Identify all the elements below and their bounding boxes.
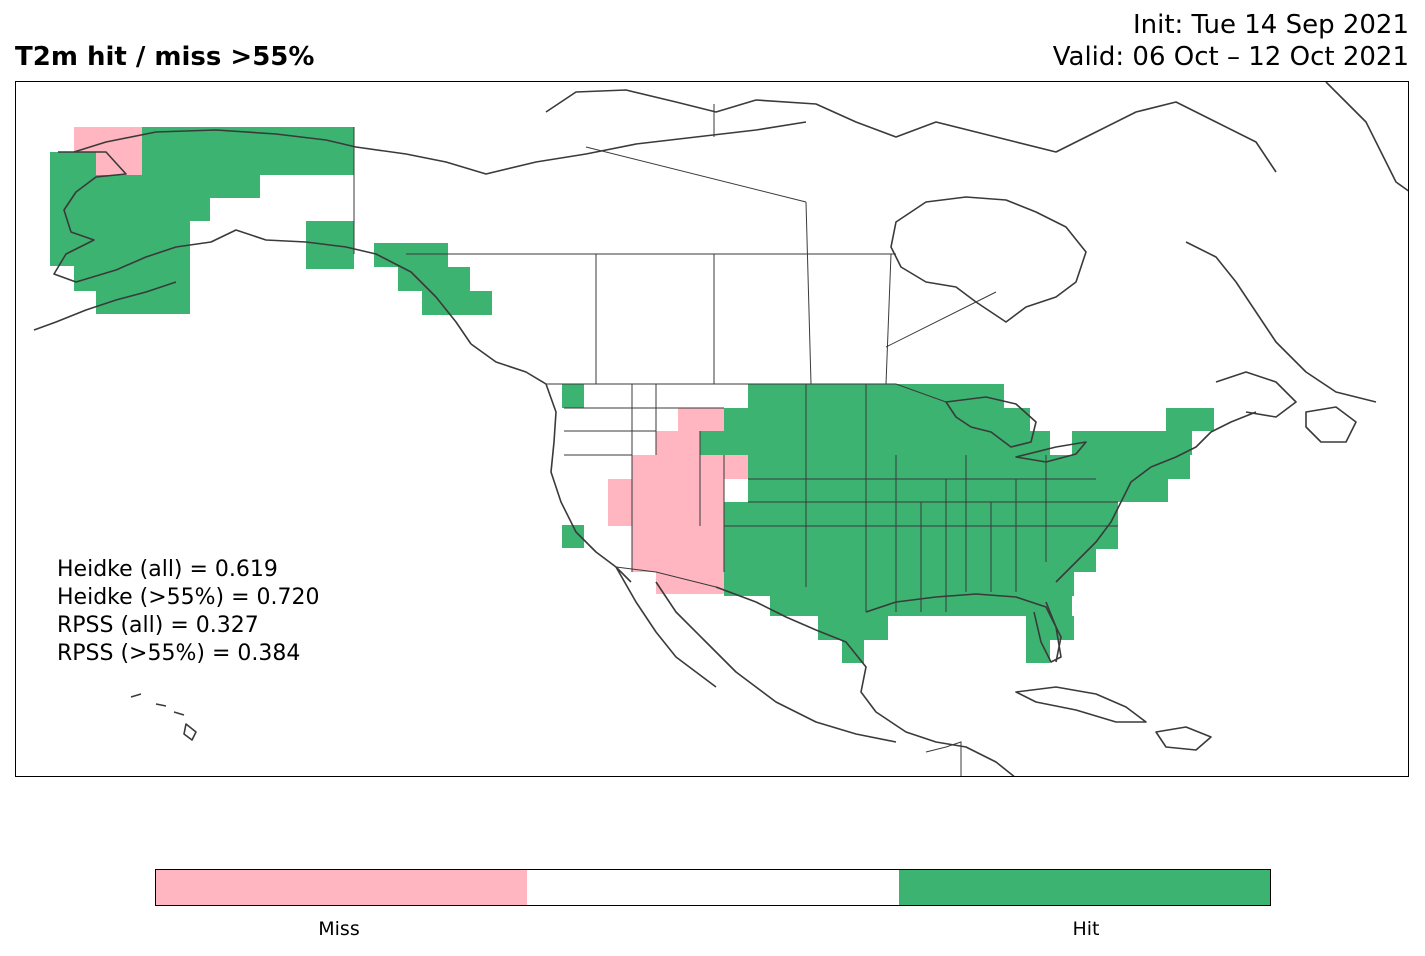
hit-cell	[50, 152, 96, 175]
cuba	[1015, 686, 1147, 723]
us-state-borders	[564, 384, 1118, 612]
skill-scores: Heidke (all) = 0.619 Heidke (>55%) = 0.7…	[57, 556, 320, 668]
map-gap	[190, 269, 354, 314]
map-gap	[260, 175, 354, 198]
florida	[1033, 601, 1062, 663]
map-gap	[1118, 526, 1158, 550]
alaska-coast	[53, 151, 472, 345]
hit-cell	[700, 455, 1190, 479]
map-gap	[210, 198, 354, 221]
us-gulf-coast	[865, 593, 1062, 663]
hit-cell	[1026, 640, 1050, 663]
miss-cell	[678, 408, 724, 431]
hawaii	[130, 693, 197, 741]
map-gap	[1096, 549, 1136, 573]
valid-period: Valid: 06 Oct – 12 Oct 2021	[1052, 42, 1409, 72]
hit-cell	[562, 525, 584, 548]
map-panel	[15, 81, 1409, 777]
lake-erie	[1015, 441, 1087, 463]
us-canada-border	[546, 383, 947, 403]
newfoundland	[1305, 406, 1357, 443]
miss-cell	[632, 526, 724, 549]
hit-cell	[748, 479, 1168, 502]
greenland	[1325, 82, 1408, 192]
hit-cell	[724, 549, 1096, 572]
hit-cell	[1072, 431, 1192, 455]
aleutians	[33, 281, 177, 331]
borders	[353, 104, 1118, 776]
colorbar-miss-label: Miss	[318, 918, 360, 940]
map-gap	[1118, 502, 1158, 526]
central-america-border	[925, 741, 962, 776]
miss-cell	[656, 431, 700, 455]
canada-province-borders	[585, 104, 997, 385]
great-lakes	[945, 396, 1037, 448]
hit-cell	[818, 616, 888, 640]
atlantic-coast	[1055, 411, 1257, 583]
hit-cell	[50, 244, 190, 266]
hit-cell	[700, 431, 1050, 455]
alaska-north-coast	[73, 129, 407, 155]
map-gap	[888, 616, 1026, 640]
init-date: Init: Tue 14 Sep 2021	[1132, 10, 1409, 40]
miss-cell	[632, 455, 700, 479]
pacific-coast	[470, 343, 632, 583]
coastlines	[33, 82, 1408, 776]
map-gap	[1050, 431, 1072, 455]
alaska-cells	[50, 127, 492, 315]
map-gap	[190, 221, 306, 269]
hit-cell	[142, 127, 354, 175]
rpss-all-score: RPSS (all) = 0.327	[57, 613, 259, 638]
labrador-coast	[1185, 241, 1377, 403]
hit-cell	[96, 291, 168, 314]
arctic-islands	[545, 89, 1277, 173]
map-gap	[50, 127, 74, 152]
hispaniola	[1155, 726, 1212, 751]
hit-cell	[1166, 408, 1214, 431]
hudson-bay	[890, 196, 1087, 323]
colorbar-hit-segment	[898, 870, 1270, 905]
colorbar	[155, 869, 1271, 906]
miss-cell	[608, 502, 724, 526]
canada-arctic	[405, 121, 807, 175]
hit-cell	[74, 266, 190, 291]
conus-gaps	[770, 431, 1198, 640]
map-title: T2m hit / miss >55%	[15, 42, 315, 72]
hit-cell	[724, 572, 1074, 596]
baja	[615, 566, 717, 688]
colorbar-neutral-segment	[527, 870, 899, 905]
map-canvas	[33, 82, 1408, 776]
hit-cell	[1026, 616, 1074, 640]
us-mexico-border	[615, 566, 787, 618]
heidke-all-score: Heidke (all) = 0.619	[57, 557, 278, 582]
hit-cell	[748, 384, 1004, 408]
rpss-55-score: RPSS (>55%) = 0.384	[57, 641, 301, 666]
alaska-gaps	[50, 127, 354, 314]
hit-cell	[562, 384, 584, 408]
hit-cell	[374, 243, 448, 267]
hit-cell	[50, 198, 260, 221]
hit-cell	[724, 408, 1030, 431]
heidke-55-score: Heidke (>55%) = 0.720	[57, 585, 320, 610]
miss-cell	[656, 572, 724, 594]
colorbar-miss-segment	[156, 870, 528, 905]
mexico-west	[655, 581, 897, 743]
miss-cells	[608, 408, 748, 594]
miss-cell	[608, 479, 724, 502]
colorbar-hit-label: Hit	[1072, 918, 1100, 940]
map-gap	[1168, 479, 1198, 502]
miss-cell	[632, 549, 724, 572]
gulf-st-lawrence	[1215, 371, 1297, 418]
